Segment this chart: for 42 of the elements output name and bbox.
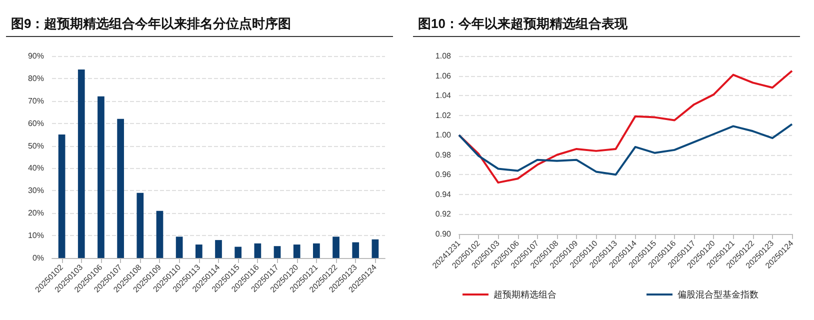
y-tick-label: 0.96 <box>435 170 452 180</box>
y-tick-label: 0.92 <box>435 210 452 219</box>
y-tick-label: 40% <box>28 164 44 173</box>
bar <box>117 118 124 258</box>
y-tick-label: 10% <box>28 231 44 240</box>
bar <box>352 242 360 258</box>
bar <box>293 244 300 258</box>
bar <box>372 239 379 258</box>
y-tick-label: 20% <box>28 208 44 218</box>
bar <box>58 134 66 258</box>
y-tick-label: 1.08 <box>435 52 452 60</box>
y-tick-label: 0.98 <box>435 150 452 160</box>
bar <box>234 246 242 258</box>
y-tick-label: 1.06 <box>435 71 452 80</box>
y-tick-label: 1.04 <box>435 91 452 100</box>
y-tick-label: 0.90 <box>435 230 452 238</box>
bar <box>332 236 340 258</box>
y-tick-label: 80% <box>28 74 44 83</box>
legend-label: 偏股混合型基金指数 <box>678 290 758 300</box>
bar <box>254 243 262 258</box>
y-tick-label: 90% <box>28 52 44 60</box>
bar <box>176 236 183 258</box>
bar <box>156 210 164 258</box>
bar <box>195 244 202 258</box>
y-tick-label: 1.02 <box>435 110 452 120</box>
legend-label: 超预期精选组合 <box>494 290 556 300</box>
bar <box>215 240 222 258</box>
y-tick-label: 30% <box>28 186 44 196</box>
bar <box>274 246 281 258</box>
y-tick-label: 50% <box>28 141 44 150</box>
bar <box>98 96 104 258</box>
chart-title: 图9：超预期精选组合今年以来排名分位点时序图 <box>11 16 292 31</box>
chart-title: 图10：今年以来超预期精选组合表现 <box>418 16 628 31</box>
bar <box>313 243 320 258</box>
y-tick-label: 1.00 <box>435 130 452 140</box>
y-tick-label: 0% <box>32 254 44 262</box>
y-tick-label: 0.94 <box>435 190 452 199</box>
y-tick-label: 70% <box>28 96 44 106</box>
bar <box>136 192 144 258</box>
bar <box>78 69 85 258</box>
y-tick-label: 60% <box>28 118 44 128</box>
line-series <box>458 123 793 176</box>
